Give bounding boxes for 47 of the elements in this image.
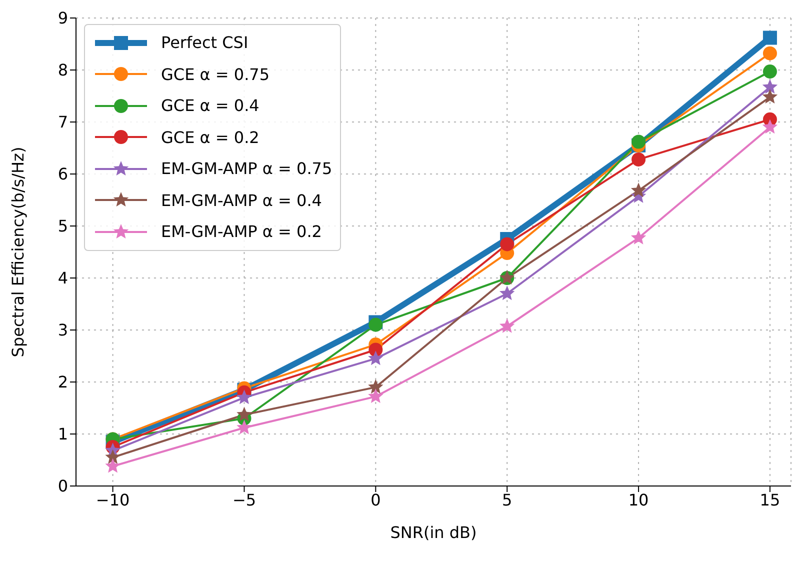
y-tick-label: 3 xyxy=(58,320,68,340)
y-tick-label: 0 xyxy=(58,476,68,496)
point xyxy=(762,89,778,104)
y-tick-label: 4 xyxy=(58,268,68,288)
point xyxy=(236,420,252,434)
point xyxy=(499,318,515,333)
y-tick-label: 6 xyxy=(58,164,68,184)
y-tick-label: 8 xyxy=(58,60,68,80)
y-tick-label: 5 xyxy=(58,216,68,236)
y-tick-label: 2 xyxy=(58,372,68,392)
point xyxy=(762,46,777,60)
x-tick-label: 5 xyxy=(502,490,512,510)
y-tick-label: 7 xyxy=(58,112,68,132)
point xyxy=(762,79,778,94)
point xyxy=(500,237,514,252)
point xyxy=(762,64,777,79)
y-tick-label: 1 xyxy=(58,424,68,444)
point xyxy=(630,182,646,198)
legend-label: EM-GM-AMP α = 0.4 xyxy=(161,190,322,210)
point xyxy=(368,350,384,366)
point xyxy=(368,388,384,404)
point xyxy=(368,379,384,394)
point xyxy=(632,152,646,166)
x-tick-label: −5 xyxy=(232,490,256,510)
legend-label: EM-GM-AMP α = 0.2 xyxy=(161,222,322,242)
point xyxy=(762,119,778,134)
legend-label: GCE α = 0.2 xyxy=(161,128,260,147)
point xyxy=(762,30,777,45)
point xyxy=(105,458,120,473)
x-tick-label: 15 xyxy=(760,490,780,510)
x-tick-label: 0 xyxy=(370,490,381,510)
point xyxy=(499,286,515,300)
x-tick-label: 10 xyxy=(628,490,649,510)
legend-label: EM-GM-AMP α = 0.75 xyxy=(161,159,332,178)
point xyxy=(630,230,646,244)
legend-label: GCE α = 0.4 xyxy=(161,96,260,116)
point xyxy=(368,318,383,332)
point xyxy=(236,406,252,422)
x-axis-title: SNR(in dB) xyxy=(390,523,477,542)
point xyxy=(236,390,252,404)
x-tick-label: −10 xyxy=(96,490,130,510)
point xyxy=(632,134,646,149)
y-axis-title: Spectral Efficiency(b/s/Hz) xyxy=(8,146,28,358)
y-tick-label: 9 xyxy=(58,8,68,28)
legend-label: GCE α = 0.75 xyxy=(161,64,270,84)
legend-label: Perfect CSI xyxy=(161,33,248,52)
point xyxy=(105,449,120,464)
